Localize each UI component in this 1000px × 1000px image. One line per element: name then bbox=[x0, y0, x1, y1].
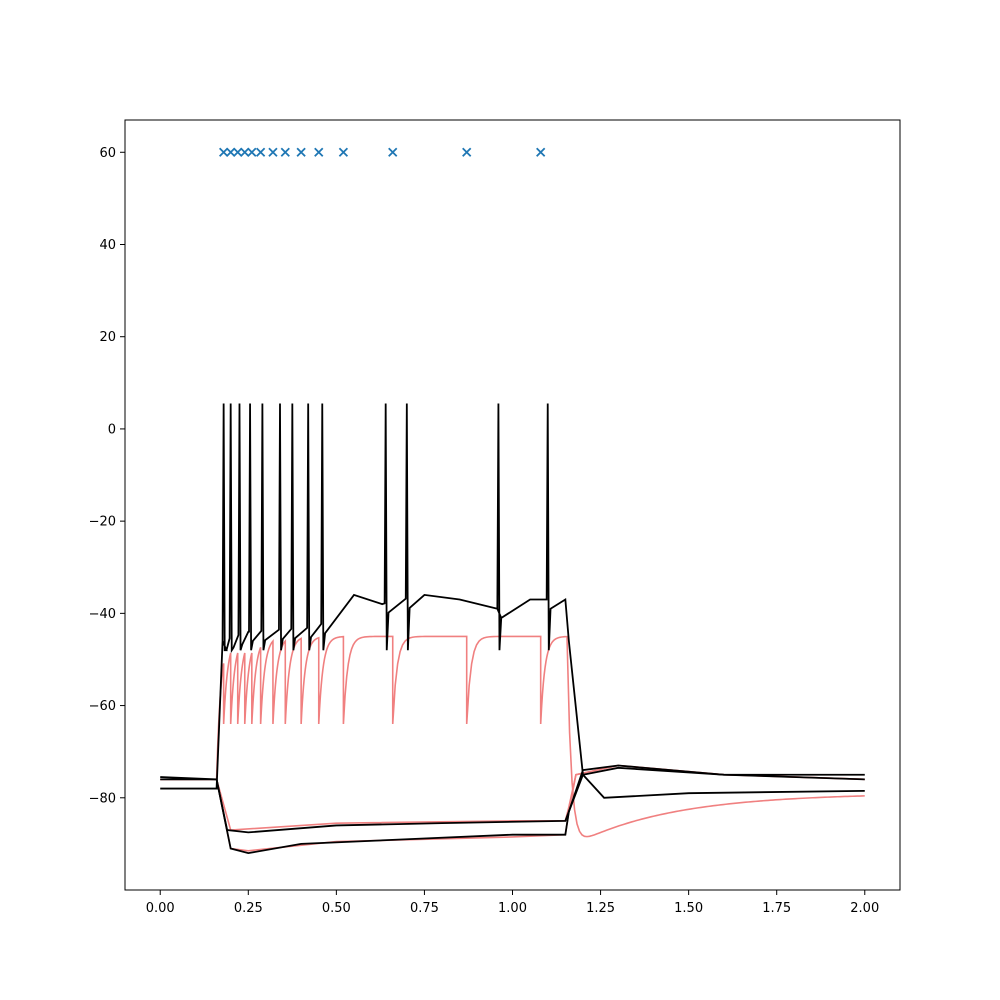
spike-marker bbox=[462, 147, 472, 157]
x-axis: 0.00 0.25 0.50 0.75 1.00 1.25 1.50 1.75 2.00 bbox=[146, 890, 879, 916]
spike-marker bbox=[247, 147, 257, 157]
spike-marker bbox=[338, 147, 349, 157]
y-tick-label: 20 bbox=[99, 330, 116, 345]
spike-marker bbox=[226, 147, 236, 157]
x-tick-label: 0.50 bbox=[322, 901, 351, 916]
y-tick-label: −80 bbox=[89, 791, 116, 806]
recorded-trace-1 bbox=[160, 403, 865, 799]
x-tick-label: 1.25 bbox=[586, 901, 615, 916]
spike-marker bbox=[388, 147, 398, 157]
y-axis: −80 −60 −40 −20 0 20 40 60 bbox=[89, 146, 125, 806]
spike-marker bbox=[268, 147, 278, 157]
spike-marker bbox=[314, 147, 324, 157]
spike-marker bbox=[233, 147, 243, 157]
spike-marker bbox=[240, 147, 250, 157]
x-tick-label: 1.50 bbox=[674, 901, 703, 916]
x-tick-label: 0.75 bbox=[410, 901, 439, 916]
y-tick-label: 40 bbox=[99, 238, 116, 253]
y-tick-label: −20 bbox=[89, 515, 116, 530]
x-tick-label: 1.75 bbox=[762, 901, 791, 916]
plot-area bbox=[160, 147, 865, 855]
y-tick-label: 60 bbox=[99, 146, 116, 161]
spike-marker bbox=[296, 147, 306, 157]
spike-marker bbox=[255, 147, 266, 157]
y-tick-label: −60 bbox=[89, 699, 116, 714]
spike-marker bbox=[280, 147, 290, 157]
recorded-trace-3 bbox=[160, 764, 865, 855]
x-tick-label: 2.00 bbox=[850, 901, 879, 916]
x-tick-label: 1.00 bbox=[498, 901, 527, 916]
spike-marker bbox=[536, 147, 546, 157]
spike-marker bbox=[218, 147, 229, 157]
y-tick-label: 0 bbox=[108, 422, 116, 437]
x-tick-label: 0.25 bbox=[234, 901, 263, 916]
x-tick-label: 0.00 bbox=[146, 901, 175, 916]
model-trace-spiking bbox=[160, 635, 865, 838]
y-tick-label: −40 bbox=[89, 607, 116, 622]
